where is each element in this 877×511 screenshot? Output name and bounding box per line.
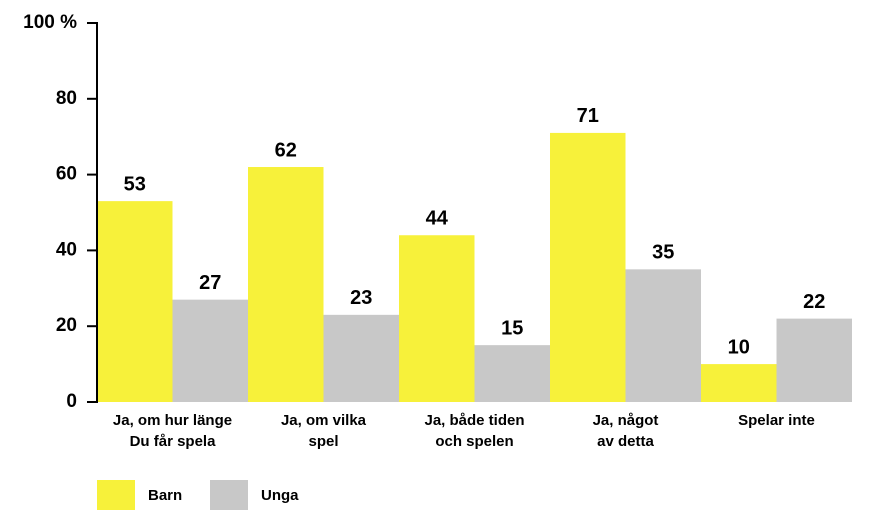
data-label: 15: [501, 317, 523, 339]
bar: [248, 167, 324, 402]
y-tick-label: 80: [56, 88, 77, 109]
y-tick-label: 0: [66, 391, 77, 412]
bar: [550, 132, 626, 402]
y-tick-label: 20: [56, 315, 77, 336]
x-tick-label: Ja, om hur länge Du får spela: [112, 412, 233, 450]
legend-swatch: [210, 480, 248, 510]
data-label: 23: [350, 287, 372, 309]
x-tick-label: Ja, något av detta: [592, 412, 659, 450]
x-tick-label: Ja, både tiden och spelen: [424, 412, 525, 450]
legend-label: Unga: [261, 487, 299, 504]
legend-label: Barn: [148, 487, 182, 504]
bar: [474, 345, 550, 402]
data-label: 27: [199, 272, 221, 294]
x-tick-label: Spelar inte: [738, 412, 815, 429]
y-tick-label: 100 %: [23, 12, 77, 33]
data-label: 35: [652, 242, 674, 264]
bar: [323, 314, 399, 402]
data-label: 10: [728, 336, 750, 358]
bar: [97, 201, 173, 402]
bar: [701, 364, 777, 402]
data-label: 71: [577, 105, 599, 127]
bar: [625, 269, 701, 402]
data-label: 62: [275, 139, 297, 161]
data-label: 44: [426, 208, 449, 230]
y-tick-label: 40: [56, 239, 77, 260]
x-tick-label: Ja, om vilka spel: [280, 412, 367, 450]
bar: [776, 318, 852, 402]
data-label: 53: [124, 173, 146, 195]
y-tick-label: 60: [56, 164, 77, 185]
legend-swatch: [97, 480, 135, 510]
data-label: 22: [803, 291, 825, 313]
bar: [172, 299, 248, 402]
bar: [399, 235, 475, 402]
